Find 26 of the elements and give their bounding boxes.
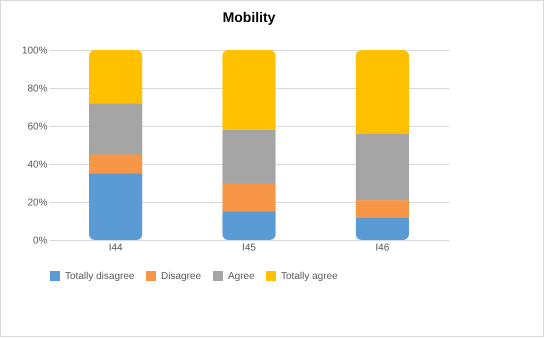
y-tick-label: 0% xyxy=(33,236,48,246)
y-tick-label: 20% xyxy=(27,198,48,208)
x-tick-label: I45 xyxy=(242,242,256,254)
y-tick-label: 60% xyxy=(27,122,48,132)
bar xyxy=(89,50,142,104)
legend-label: Totally disagree xyxy=(65,271,135,282)
bar xyxy=(222,183,276,212)
bar xyxy=(89,174,142,240)
x-tick-label: I44 xyxy=(108,242,124,254)
y-tick-label: 40% xyxy=(27,160,48,170)
legend-label: Agree xyxy=(228,271,256,282)
y-tick-label: 80% xyxy=(27,84,48,94)
bar xyxy=(89,154,142,174)
bar xyxy=(356,134,409,200)
bar xyxy=(222,212,276,240)
y-tick-label: 100% xyxy=(22,46,48,56)
bar xyxy=(356,200,409,218)
bar xyxy=(356,50,409,134)
bar xyxy=(89,103,142,154)
legend-label: Totally agree xyxy=(281,271,338,282)
bar xyxy=(222,50,276,130)
legend-label: Disagree xyxy=(161,271,202,282)
chart-title: Mobility xyxy=(222,9,276,25)
x-tick-label: I46 xyxy=(375,242,390,254)
bar xyxy=(356,217,409,240)
bar xyxy=(222,130,276,183)
